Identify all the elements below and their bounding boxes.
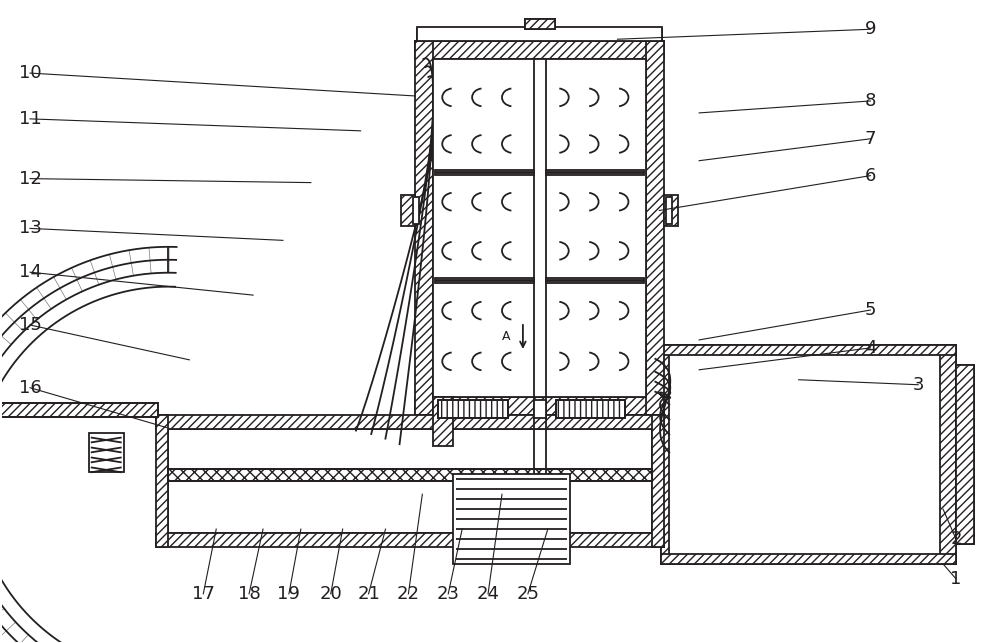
- Text: 3: 3: [912, 376, 924, 394]
- Bar: [556, 400, 625, 417]
- Bar: [168, 469, 652, 482]
- Text: 17: 17: [192, 585, 215, 603]
- Bar: [666, 197, 672, 224]
- Bar: [0, 403, 158, 417]
- Text: 15: 15: [19, 316, 41, 334]
- Bar: [661, 345, 669, 564]
- Text: 25: 25: [516, 585, 539, 603]
- Bar: [661, 345, 956, 564]
- Bar: [401, 195, 415, 226]
- Bar: [652, 415, 664, 547]
- Text: 6: 6: [865, 167, 876, 185]
- Text: 19: 19: [277, 585, 300, 603]
- Text: 2: 2: [950, 530, 962, 548]
- Bar: [417, 30, 662, 41]
- Bar: [534, 59, 546, 397]
- Text: 11: 11: [19, 110, 41, 128]
- Text: 21: 21: [357, 585, 380, 603]
- Bar: [433, 59, 646, 397]
- Bar: [156, 415, 168, 547]
- Bar: [89, 433, 124, 473]
- Bar: [0, 403, 158, 417]
- Bar: [417, 27, 662, 41]
- Bar: [168, 469, 652, 482]
- Bar: [433, 397, 453, 446]
- Text: 10: 10: [19, 64, 41, 82]
- Bar: [556, 400, 625, 417]
- Bar: [415, 41, 433, 415]
- Text: 16: 16: [19, 379, 41, 397]
- Bar: [956, 365, 974, 544]
- Bar: [956, 365, 974, 544]
- Text: 18: 18: [238, 585, 260, 603]
- Bar: [413, 197, 419, 224]
- Text: 20: 20: [319, 585, 342, 603]
- Bar: [661, 345, 956, 355]
- Bar: [546, 170, 644, 175]
- Text: 9: 9: [865, 21, 876, 39]
- Bar: [546, 278, 644, 284]
- Text: 13: 13: [19, 219, 41, 237]
- Text: 7: 7: [865, 130, 876, 148]
- Text: 5: 5: [865, 301, 876, 319]
- Bar: [435, 278, 534, 284]
- Text: 1: 1: [950, 570, 962, 588]
- Text: 12: 12: [19, 170, 41, 188]
- Bar: [534, 400, 546, 417]
- Bar: [525, 19, 555, 30]
- Bar: [415, 41, 664, 59]
- Text: 23: 23: [437, 585, 460, 603]
- Bar: [525, 19, 555, 30]
- Bar: [156, 415, 664, 428]
- Bar: [415, 397, 664, 415]
- Bar: [168, 428, 652, 533]
- Bar: [664, 195, 678, 226]
- Text: 22: 22: [397, 585, 420, 603]
- Bar: [156, 533, 664, 547]
- Text: A: A: [501, 331, 510, 343]
- Bar: [940, 345, 956, 564]
- Bar: [438, 400, 508, 417]
- Bar: [438, 400, 508, 417]
- Text: 4: 4: [865, 339, 876, 357]
- Text: 14: 14: [19, 263, 41, 281]
- Bar: [646, 41, 664, 415]
- Bar: [661, 554, 956, 564]
- Bar: [435, 170, 534, 175]
- Bar: [453, 475, 570, 564]
- Text: 24: 24: [477, 585, 500, 603]
- Text: 8: 8: [865, 92, 876, 110]
